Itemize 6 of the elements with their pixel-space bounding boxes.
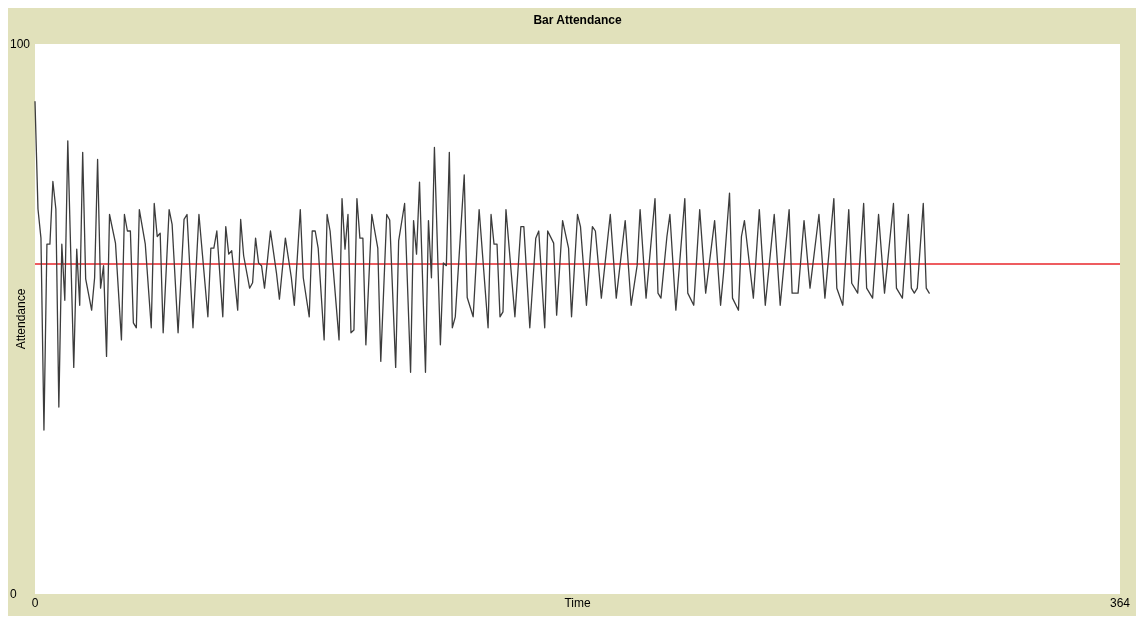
chart-title: Bar Attendance <box>533 13 622 27</box>
line-series <box>34 101 930 431</box>
y-axis-title: Attendance <box>14 288 28 350</box>
x-tick-label: 364 <box>1109 596 1131 610</box>
y-tick-label: 100 <box>10 37 31 51</box>
x-axis-title: Time <box>564 596 591 610</box>
